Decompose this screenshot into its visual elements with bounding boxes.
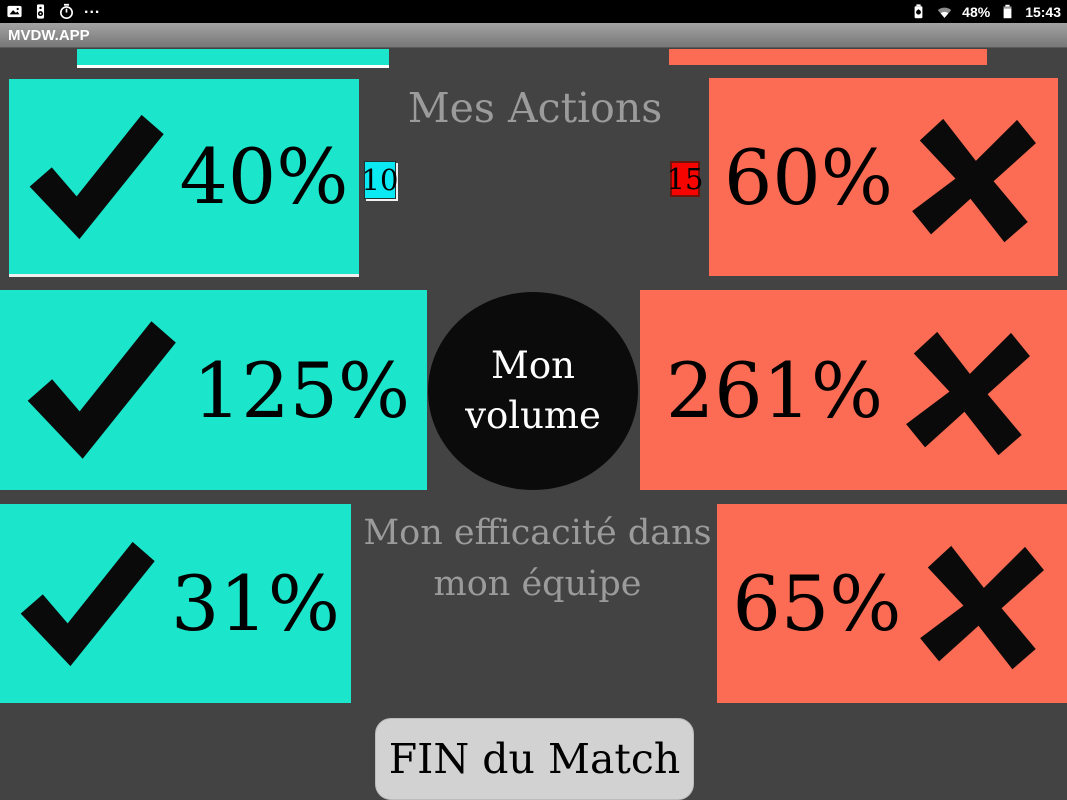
battery-percent: 48% — [962, 3, 991, 20]
volume-circle-line1: Mon — [491, 344, 575, 387]
negative-volume-value: 261% — [665, 345, 884, 435]
positive-actions-value: 40% — [179, 132, 349, 221]
wifi-icon — [937, 7, 952, 18]
battery-icon — [1003, 4, 1012, 19]
battery-saver-icon — [914, 4, 923, 19]
negative-top-bar — [669, 49, 987, 65]
app-title: MVDW.APP — [8, 26, 90, 44]
positive-volume-value: 125% — [192, 345, 411, 435]
x-icon — [906, 331, 1031, 456]
status-bar-right: 48% 15:43 — [910, 3, 1061, 20]
clock-time: 15:43 — [1025, 3, 1061, 20]
volume-circle-line2: volume — [465, 394, 601, 437]
positive-top-bar — [77, 49, 389, 68]
positive-count-badge: 10 — [361, 161, 399, 199]
efficiency-title-line1: Mon efficacité dans — [363, 513, 712, 553]
x-icon — [912, 118, 1036, 243]
check-icon — [27, 321, 176, 459]
positive-efficiency-box[interactable]: 31% — [0, 504, 351, 703]
positive-efficiency-value: 31% — [171, 559, 340, 648]
efficiency-title: Mon efficacité dans mon équipe — [320, 508, 755, 610]
timer-icon — [60, 3, 73, 20]
negative-volume-box[interactable]: 261% — [640, 290, 1067, 490]
x-icon — [920, 545, 1045, 669]
image-icon — [7, 5, 22, 18]
volume-circle: Mon volume — [428, 292, 638, 490]
speaker-icon — [36, 4, 45, 19]
negative-actions-value: 60% — [724, 132, 893, 222]
end-match-button[interactable]: FIN du Match — [375, 718, 694, 800]
negative-efficiency-value: 65% — [732, 559, 902, 648]
efficiency-title-line2: mon équipe — [433, 564, 642, 604]
negative-count-badge: 15 — [666, 161, 704, 197]
negative-efficiency-box[interactable]: 65% — [717, 504, 1067, 703]
more-indicator: ... — [84, 0, 101, 17]
app-bar: MVDW.APP — [0, 23, 1067, 48]
positive-volume-box[interactable]: 125% — [0, 290, 427, 490]
check-icon — [29, 114, 164, 239]
status-bar-left: ... — [6, 0, 101, 20]
negative-actions-box[interactable]: 60% — [709, 78, 1058, 276]
status-bar: ... 48% 15:43 — [0, 0, 1067, 23]
check-icon — [20, 541, 155, 666]
positive-actions-box[interactable]: 40% — [9, 79, 359, 277]
page-title: Mes Actions — [407, 84, 663, 132]
